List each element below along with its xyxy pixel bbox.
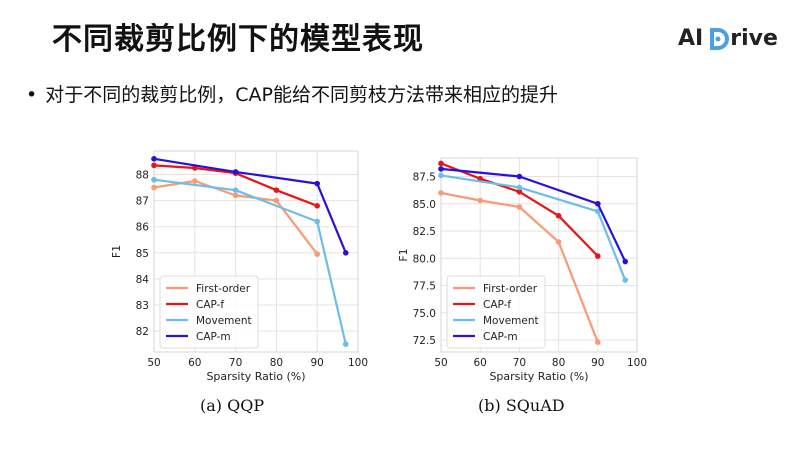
qqp-legend-box: [159, 275, 259, 349]
qqp-ytick-label: 87: [136, 196, 149, 208]
qqp-legend-label-movement: Movement: [196, 315, 252, 327]
qqp-point-cap-f: [151, 162, 157, 169]
qqp-ytick-label: 84: [136, 274, 150, 286]
qqp-point-first-order: [273, 197, 280, 204]
qqp-point-first-order: [151, 184, 157, 191]
qqp-ytick-label: 82: [136, 326, 149, 338]
qqp-point-first-order: [232, 192, 239, 199]
qqp-legend-label-cap-f: CAP-f: [196, 299, 224, 311]
qqp-point-cap-m: [232, 169, 239, 175]
caption-qqp: (a) QQP: [200, 396, 265, 415]
qqp-xtick-label: 70: [229, 357, 242, 369]
qqp-legend-label-cap-m: CAP-m: [196, 331, 231, 343]
qqp-point-movement: [151, 176, 157, 183]
qqp-point-first-order: [314, 251, 321, 257]
logo-d-icon: [709, 27, 730, 50]
qqp-series-line-cap-m: [153, 157, 347, 254]
qqp-ytick-label: 85: [136, 248, 149, 260]
qqp-y-axis-label: F1: [110, 245, 123, 258]
qqp-x-axis-label: Sparsity Ratio (%): [206, 370, 305, 383]
bullet-dot-icon: •: [26, 84, 38, 106]
caption-squad: (b) SQuAD: [478, 396, 565, 415]
logo-text-left: AI: [678, 26, 704, 51]
qqp-point-cap-f: [314, 203, 321, 209]
logo-text-right: rive: [730, 26, 778, 51]
qqp-ytick-label: 86: [136, 222, 150, 234]
qqp-point-movement: [342, 341, 349, 347]
qqp-ytick-label: 83: [136, 300, 149, 312]
qqp-point-cap-m: [151, 156, 157, 162]
qqp-legend-label-first-order: First-order: [196, 283, 251, 295]
brand-logo: AI rive: [678, 26, 778, 51]
slide-title: 不同裁剪比例下的模型表现: [52, 22, 424, 57]
qqp-plot-frame: [153, 150, 359, 353]
qqp-point-movement: [314, 218, 321, 225]
qqp-point-cap-m: [314, 180, 321, 187]
qqp-series-line-movement: [153, 178, 347, 345]
qqp-point-cap-m: [342, 250, 349, 256]
qqp-xtick-label: 50: [147, 357, 160, 369]
qqp-xtick-label: 90: [311, 357, 324, 369]
bullet-text: 对于不同的裁剪比例，CAP能给不同剪枝方法带来相应的提升: [45, 84, 558, 106]
qqp-ytick-label: 88: [136, 169, 149, 181]
qqp-point-first-order: [192, 178, 198, 184]
qqp-point-movement: [232, 187, 239, 193]
qqp-point-cap-f: [273, 187, 280, 193]
qqp-xtick-label: 60: [188, 357, 201, 369]
qqp-xtick-label: 80: [270, 357, 283, 369]
bullet-point: • 对于不同的裁剪比例，CAP能给不同剪枝方法带来相应的提升: [26, 80, 558, 107]
qqp-xtick-label: 100: [348, 357, 368, 369]
